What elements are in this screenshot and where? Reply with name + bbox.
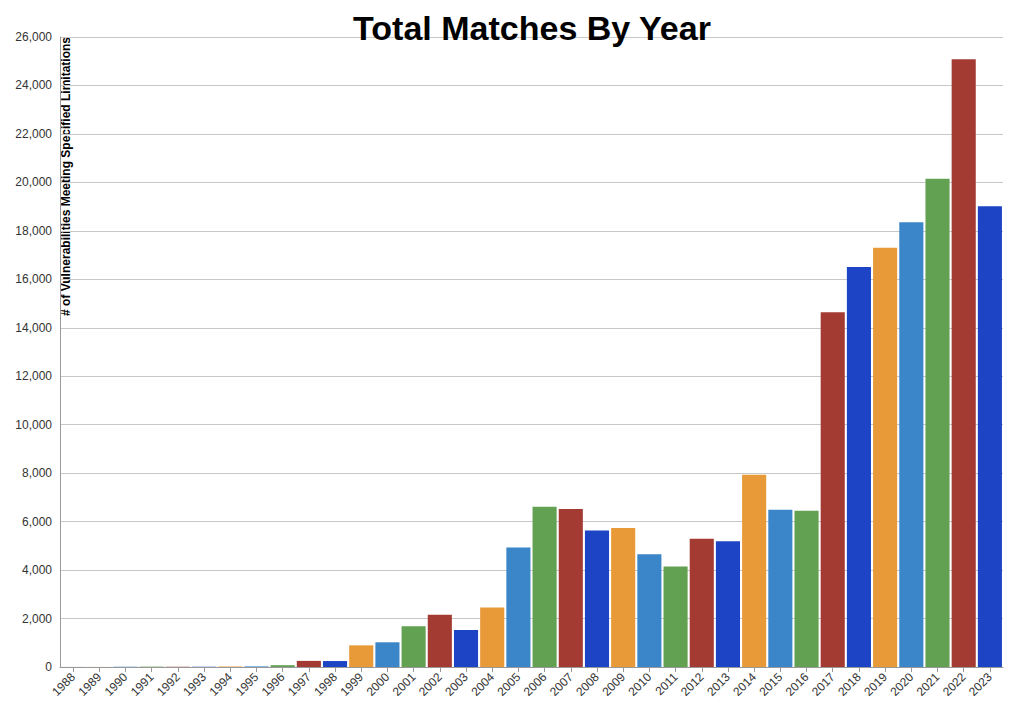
svg-text:2012: 2012 [678, 670, 707, 699]
svg-text:4,000: 4,000 [22, 563, 52, 577]
svg-text:14,000: 14,000 [15, 321, 52, 335]
svg-text:1992: 1992 [154, 670, 183, 699]
svg-text:2008: 2008 [573, 670, 602, 699]
svg-text:2018: 2018 [835, 670, 864, 699]
svg-text:2,000: 2,000 [22, 612, 52, 626]
svg-text:1993: 1993 [180, 670, 209, 699]
svg-text:16,000: 16,000 [15, 272, 52, 286]
svg-text:1994: 1994 [206, 670, 235, 699]
svg-text:1990: 1990 [102, 670, 131, 699]
svg-text:2010: 2010 [626, 670, 655, 699]
svg-text:# of Vulnerabilities Meeting S: # of Vulnerabilities Meeting Specified L… [59, 37, 73, 316]
svg-text:0: 0 [45, 660, 52, 674]
svg-text:2002: 2002 [416, 670, 445, 699]
svg-text:1996: 1996 [259, 670, 288, 699]
svg-text:1989: 1989 [75, 670, 104, 699]
svg-text:8,000: 8,000 [22, 466, 52, 480]
svg-text:18,000: 18,000 [15, 224, 52, 238]
svg-text:2001: 2001 [390, 670, 419, 699]
svg-text:1999: 1999 [337, 670, 366, 699]
svg-text:2000: 2000 [364, 670, 393, 699]
svg-text:2009: 2009 [599, 670, 628, 699]
svg-text:2007: 2007 [547, 670, 576, 699]
svg-text:10,000: 10,000 [15, 418, 52, 432]
svg-text:1995: 1995 [233, 670, 262, 699]
svg-text:2013: 2013 [704, 670, 733, 699]
svg-text:2014: 2014 [730, 670, 759, 699]
svg-text:2003: 2003 [442, 670, 471, 699]
svg-text:6,000: 6,000 [22, 515, 52, 529]
svg-text:1991: 1991 [128, 670, 157, 699]
svg-text:2011: 2011 [652, 670, 680, 698]
svg-text:2004: 2004 [468, 670, 497, 699]
svg-text:2006: 2006 [521, 670, 550, 699]
svg-text:2015: 2015 [757, 670, 786, 699]
svg-text:24,000: 24,000 [15, 78, 52, 92]
svg-text:2022: 2022 [940, 670, 969, 699]
svg-text:2021: 2021 [914, 670, 943, 699]
svg-text:20,000: 20,000 [15, 175, 52, 189]
svg-text:1998: 1998 [311, 670, 340, 699]
svg-text:2023: 2023 [966, 670, 995, 699]
svg-text:1997: 1997 [285, 670, 314, 699]
svg-text:22,000: 22,000 [15, 127, 52, 141]
svg-text:2020: 2020 [888, 670, 917, 699]
svg-text:2005: 2005 [495, 670, 524, 699]
svg-text:2017: 2017 [809, 670, 838, 699]
svg-text:2016: 2016 [783, 670, 812, 699]
svg-text:26,000: 26,000 [15, 30, 52, 44]
svg-text:1988: 1988 [49, 670, 78, 699]
svg-text:Total Matches By Year: Total Matches By Year [353, 9, 711, 47]
svg-text:12,000: 12,000 [15, 369, 52, 383]
svg-text:2019: 2019 [861, 670, 890, 699]
